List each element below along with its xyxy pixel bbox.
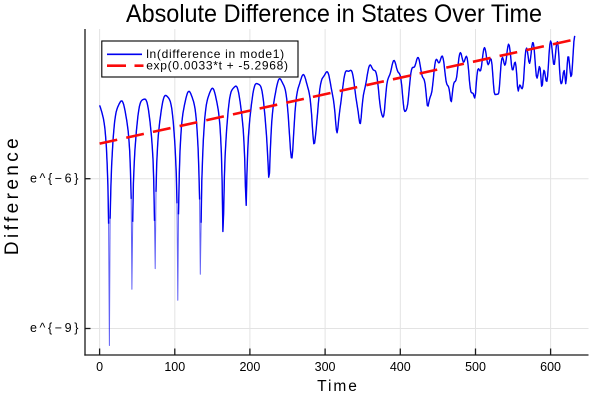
svg-text:ln(difference in mode1): ln(difference in mode1) xyxy=(146,47,285,61)
svg-text:Time: Time xyxy=(317,378,359,395)
svg-text:Difference: Difference xyxy=(2,135,23,255)
svg-text:200: 200 xyxy=(239,360,260,374)
svg-text:exp(0.0033*t + -5.2968): exp(0.0033*t + -5.2968) xyxy=(146,59,289,73)
svg-text:0: 0 xyxy=(96,360,103,374)
svg-text:e^{−9}: e^{−9} xyxy=(30,321,81,335)
svg-text:300: 300 xyxy=(315,360,336,374)
svg-text:500: 500 xyxy=(465,360,486,374)
svg-text:Absolute Difference in States: Absolute Difference in States Over Time xyxy=(126,0,542,28)
svg-text:600: 600 xyxy=(540,360,561,374)
svg-text:100: 100 xyxy=(164,360,185,374)
svg-text:400: 400 xyxy=(390,360,411,374)
svg-text:e^{−6}: e^{−6} xyxy=(30,172,81,186)
